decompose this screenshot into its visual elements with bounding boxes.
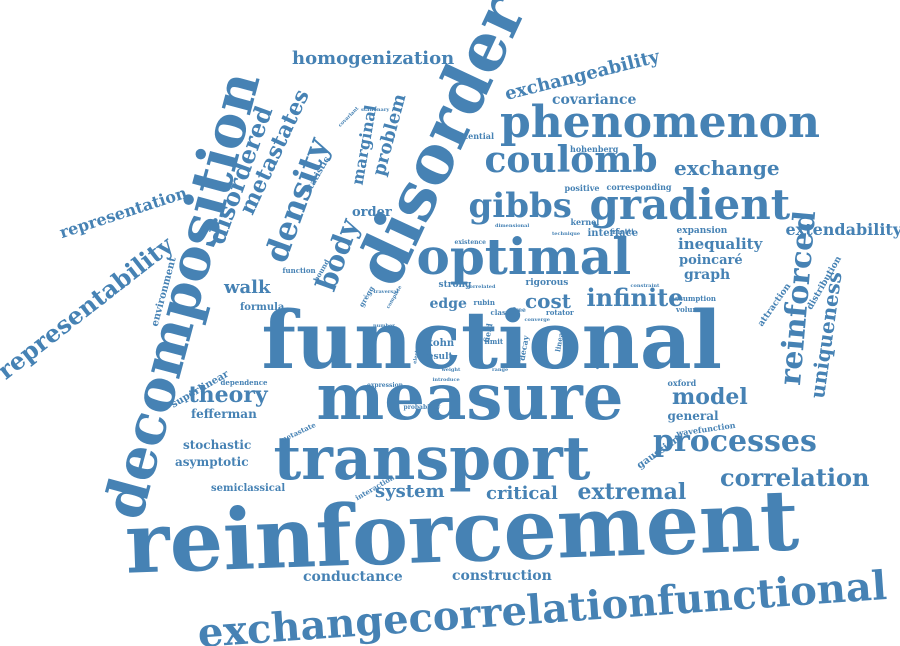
- word-optimal: optimal: [416, 227, 632, 286]
- word-walk: walk: [224, 277, 271, 298]
- word-oxford: oxford: [667, 378, 697, 388]
- word-asymptotic: asymptotic: [175, 455, 249, 469]
- word-general: general: [667, 409, 719, 423]
- word-gradient: gradient: [589, 180, 791, 229]
- word-expansion: expansion: [676, 225, 728, 236]
- word-extendability: extendability: [785, 220, 900, 239]
- word-cost: cost: [525, 289, 572, 313]
- word-coulomb: coulomb: [484, 139, 658, 181]
- word-traversal: traversal: [373, 288, 399, 295]
- word-stochastic: stochastic: [183, 438, 252, 452]
- word-rotator: rotator: [546, 307, 574, 317]
- word-potential: potential: [453, 131, 495, 141]
- word-converge: converge: [524, 316, 550, 323]
- word-rigorous: rigorous: [525, 277, 569, 288]
- word-correlation: correlation: [720, 463, 870, 492]
- word-critical: critical: [486, 483, 558, 504]
- word-functional: functional: [261, 293, 723, 387]
- word-interface: interface: [587, 228, 639, 239]
- word-assumption: assumption: [670, 293, 716, 303]
- word-kohn: kohn: [426, 338, 455, 349]
- word-phenomenon: phenomenon: [500, 97, 820, 148]
- word-strong: strong: [438, 279, 472, 290]
- word-dimensional: dimensional: [495, 222, 530, 229]
- word-construction: construction: [452, 568, 552, 584]
- word-probability: probability: [403, 404, 441, 411]
- word-poincar-: poincaré: [679, 252, 743, 268]
- word-theory: theory: [188, 382, 268, 408]
- word-fefferman: fefferman: [191, 407, 257, 421]
- word-dependence: dependence: [220, 377, 268, 387]
- word-constraint: constraint: [630, 282, 660, 289]
- word-graph: graph: [684, 267, 731, 283]
- word-correlated: correlated: [466, 283, 496, 290]
- word-kernel: kernel: [570, 217, 600, 227]
- word-hohenberg: hohenberg: [570, 144, 619, 154]
- word-class: class: [490, 307, 510, 317]
- word-technique: technique: [552, 230, 581, 237]
- word-stationary: stationary: [361, 106, 390, 113]
- word-gibbs: gibbs: [468, 186, 572, 226]
- word-expression: expression: [367, 382, 403, 389]
- word-covariance: covariance: [552, 92, 637, 108]
- word-introduce: introduce: [432, 376, 460, 383]
- word-result: result: [423, 351, 453, 362]
- word-transport: transport: [273, 424, 591, 494]
- word-rubin: rubin: [473, 297, 495, 307]
- word-edge: edge: [429, 296, 467, 312]
- word-processes: processes: [653, 424, 817, 459]
- word-model: model: [672, 384, 748, 410]
- word-exchange: exchange: [674, 156, 780, 180]
- word-formula: formula: [240, 302, 285, 313]
- word-semiclassical: semiclassical: [211, 483, 286, 494]
- word-range: range: [492, 366, 509, 373]
- word-homogenization: homogenization: [292, 48, 455, 69]
- word-infinite: infinite: [586, 283, 684, 312]
- word-measure: measure: [316, 360, 624, 435]
- word-term: term: [507, 356, 521, 363]
- word-function: function: [282, 265, 316, 275]
- word-extremal: extremal: [577, 479, 687, 505]
- word-system: system: [375, 481, 445, 502]
- word-free: free: [512, 307, 526, 314]
- word-corresponding: corresponding: [606, 182, 672, 192]
- word-inequality: inequality: [678, 234, 763, 253]
- word-existence: existence: [454, 239, 486, 246]
- word-volume: volume: [676, 304, 705, 314]
- word-weight: weight: [441, 366, 461, 373]
- word-conductance: conductance: [303, 569, 403, 585]
- word-number: number: [373, 322, 395, 329]
- word-limit: limit: [484, 336, 504, 346]
- word-order: order: [352, 204, 392, 220]
- word-positive: positive: [564, 183, 600, 193]
- word-finetti: finetti: [610, 226, 634, 236]
